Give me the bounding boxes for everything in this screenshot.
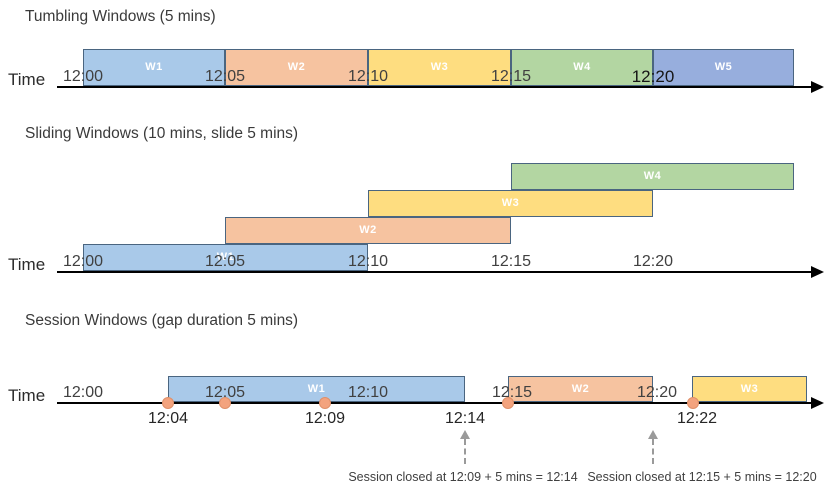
window-label: W4 bbox=[573, 61, 591, 73]
tick-label-sliding: 12:15 bbox=[490, 253, 532, 270]
tick-label-session: 12:05 bbox=[204, 384, 246, 401]
axis-arrow-icon-sliding bbox=[811, 266, 824, 278]
axis-label-tumbling: Time bbox=[8, 70, 46, 89]
axis-line-session bbox=[57, 402, 811, 404]
window-box-session-w3: W3 bbox=[692, 376, 807, 402]
callout-arrow-icon bbox=[648, 430, 658, 439]
window-box-session-w2: W2 bbox=[508, 376, 653, 402]
window-box-session-w1: W1 bbox=[168, 376, 465, 402]
axis-arrow-icon-session bbox=[811, 397, 824, 409]
axis-line-sliding bbox=[57, 271, 811, 273]
window-label: W4 bbox=[643, 170, 662, 182]
window-label: W5 bbox=[714, 61, 733, 73]
callout-text: Session closed at 12:09 + 5 mins = 12:14 bbox=[348, 470, 578, 484]
window-label: W3 bbox=[430, 61, 449, 73]
tick-label-sliding: 12:05 bbox=[204, 253, 246, 270]
window-box-tumbling-w3: W3 bbox=[368, 49, 511, 86]
callout-arrow-line bbox=[652, 439, 654, 464]
axis-label-sliding: Time bbox=[8, 255, 46, 274]
event-dot-icon bbox=[502, 397, 514, 409]
window-label: W3 bbox=[501, 197, 520, 209]
tick-label-tumbling: 12:05 bbox=[204, 68, 246, 85]
tick-label-tumbling: 12:15 bbox=[490, 68, 532, 85]
tick-label-sliding: 12:00 bbox=[62, 253, 104, 270]
event-time-label: 12:09 bbox=[304, 410, 346, 427]
section-title-sliding: Sliding Windows (10 mins, slide 5 mins) bbox=[25, 125, 299, 142]
window-box-tumbling-w4: W4 bbox=[511, 49, 653, 86]
callout-text: Session closed at 12:15 + 5 mins = 12:20 bbox=[587, 470, 817, 484]
section-title-tumbling: Tumbling Windows (5 mins) bbox=[25, 8, 216, 25]
tick-label-session: 12:20 bbox=[636, 384, 678, 401]
window-box-tumbling-w2: W2 bbox=[225, 49, 368, 86]
event-time-label: 12:04 bbox=[147, 410, 189, 427]
tick-label-tumbling: 12:10 bbox=[347, 68, 389, 85]
axis-arrow-icon-tumbling bbox=[811, 81, 824, 93]
window-box-tumbling-w1: W1 bbox=[83, 49, 225, 86]
event-time-label: 12:14 bbox=[444, 410, 486, 427]
event-dot-icon bbox=[319, 397, 331, 409]
window-label: W2 bbox=[571, 382, 590, 395]
window-label: W1 bbox=[145, 61, 163, 73]
axis-line-tumbling bbox=[57, 86, 811, 88]
tick-label-session: 12:00 bbox=[62, 384, 104, 401]
window-label: W2 bbox=[287, 61, 306, 73]
window-box-tumbling-w5: W5 bbox=[653, 49, 794, 86]
event-dot-icon bbox=[219, 397, 231, 409]
tick-label-tumbling: 12:00 bbox=[62, 68, 104, 85]
window-box-sliding-w4: W4 bbox=[511, 163, 794, 190]
event-dot-icon bbox=[687, 397, 699, 409]
window-box-sliding-w3: W3 bbox=[368, 190, 653, 217]
tick-label-sliding: 12:20 bbox=[632, 253, 674, 270]
tick-label-session: 12:15 bbox=[491, 384, 533, 401]
window-label: W2 bbox=[359, 224, 377, 236]
window-label: W1 bbox=[307, 382, 326, 395]
window-box-sliding-w2: W2 bbox=[225, 217, 511, 244]
tick-label-session: 12:10 bbox=[347, 384, 389, 401]
tick-label-tumbling: 12:20 bbox=[631, 67, 675, 86]
event-time-label: 12:22 bbox=[676, 410, 718, 427]
section-title-session: Session Windows (gap duration 5 mins) bbox=[25, 312, 299, 329]
window-label: W1 bbox=[216, 251, 235, 263]
axis-label-session: Time bbox=[8, 386, 46, 405]
window-label: W3 bbox=[740, 382, 759, 395]
callout-arrow-line bbox=[464, 439, 466, 464]
tick-label-sliding: 12:10 bbox=[347, 253, 389, 270]
callout-arrow-icon bbox=[460, 430, 470, 439]
event-dot-icon bbox=[162, 397, 174, 409]
window-box-sliding-w1: W1 bbox=[83, 244, 368, 271]
